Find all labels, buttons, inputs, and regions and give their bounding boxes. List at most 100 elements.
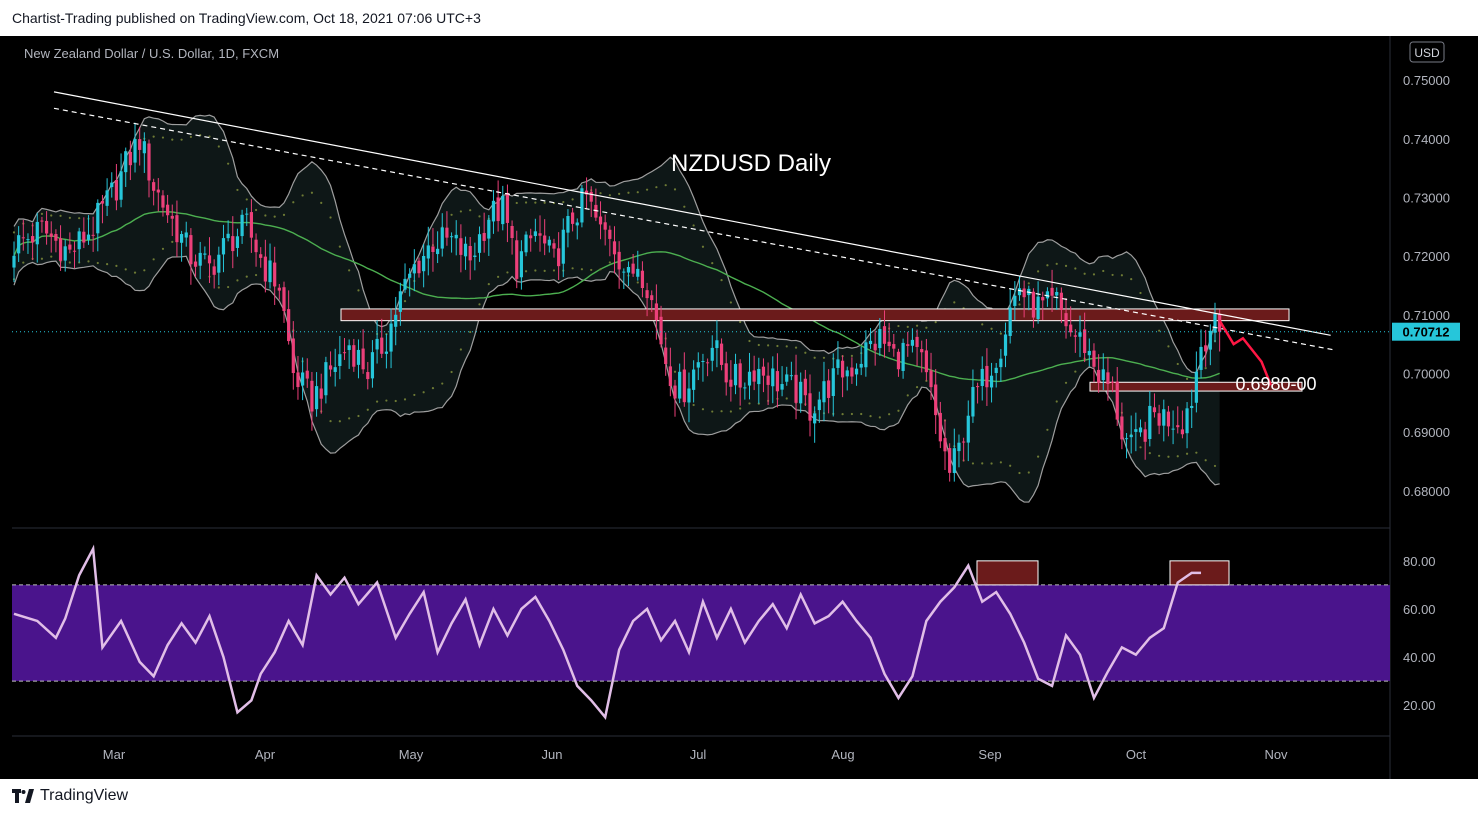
candle-body xyxy=(757,368,761,385)
lower-band xyxy=(13,255,1220,503)
envelope-dot xyxy=(78,217,81,220)
time-axis[interactable]: Mar Apr May Jun Jul Aug Sep Oct Nov xyxy=(103,747,1288,762)
candle-body xyxy=(380,337,384,354)
price-axis[interactable]: 0.75000 0.74000 0.73000 0.72000 0.71000 0.700… xyxy=(1403,73,1450,499)
envelope-dot xyxy=(645,188,649,191)
envelope-dot xyxy=(310,191,314,194)
candle-body xyxy=(110,182,114,188)
time-tick-label: Apr xyxy=(255,747,276,762)
envelope-dot xyxy=(1092,273,1096,276)
envelope-dot xyxy=(729,301,732,304)
candle-body xyxy=(878,329,882,349)
envelope-dot xyxy=(739,320,742,324)
candle-body xyxy=(910,339,915,346)
candle-body xyxy=(640,270,645,289)
candle-body xyxy=(547,239,551,246)
envelope-dot xyxy=(608,194,611,197)
envelope-dot xyxy=(403,300,407,303)
last-price-tag xyxy=(1392,322,1460,341)
envelope-dot xyxy=(245,198,248,201)
candle-body xyxy=(845,370,849,377)
candle-body xyxy=(761,366,766,376)
candle-body xyxy=(887,341,891,347)
envelope-dot xyxy=(357,414,360,418)
envelope-dot xyxy=(161,247,165,250)
candle-body xyxy=(678,371,682,399)
envelope-dot xyxy=(478,303,481,306)
candle-body xyxy=(1073,335,1077,337)
envelope-dot xyxy=(413,393,416,397)
envelope-dot xyxy=(822,356,826,359)
candle-body xyxy=(994,367,998,374)
candle-body xyxy=(831,368,835,397)
envelope-dot xyxy=(348,269,351,272)
candle-body xyxy=(864,342,868,368)
resistance-trendline-dashed xyxy=(53,107,1335,351)
candle-body xyxy=(54,234,58,241)
candle-body xyxy=(26,239,30,241)
envelope-dot xyxy=(59,214,62,217)
candle-body xyxy=(1017,288,1022,296)
envelope-dot xyxy=(739,407,742,410)
candle-body xyxy=(473,255,477,258)
candle-body xyxy=(1134,429,1138,432)
candle-body xyxy=(854,368,859,375)
rsi-axis[interactable]: 80.00 60.00 40.00 20.00 xyxy=(1403,554,1436,713)
chart-frame[interactable]: New Zealand Dollar / U.S. Dollar, 1D, FX… xyxy=(0,36,1478,779)
envelope-dot xyxy=(469,209,472,212)
candle-body xyxy=(510,225,514,238)
chart-title: NZDUSD Daily xyxy=(671,150,831,177)
envelope-dot xyxy=(543,269,546,272)
candle-body xyxy=(291,338,295,374)
candle-body xyxy=(1008,307,1012,336)
envelope-dot xyxy=(1064,264,1068,267)
candle-body xyxy=(1092,350,1096,367)
candle-body xyxy=(482,232,486,241)
envelope-dot xyxy=(860,412,863,416)
envelope-dot xyxy=(915,324,919,327)
envelope-dot xyxy=(906,325,909,328)
tradingview-logo[interactable]: TradingView xyxy=(12,787,128,805)
tradingview-brand: TradingView xyxy=(40,787,129,804)
envelope-dot xyxy=(627,191,630,194)
candle-body xyxy=(1148,405,1152,439)
candle-body xyxy=(477,234,482,253)
envelope-dot xyxy=(1111,273,1114,277)
envelope-dot xyxy=(22,261,25,264)
envelope-dot xyxy=(245,275,248,278)
candle-body xyxy=(198,252,202,266)
candle-body xyxy=(40,220,44,222)
currency-badge-frame[interactable] xyxy=(1409,41,1445,63)
candle-body xyxy=(1106,372,1110,384)
candle-body xyxy=(896,351,901,370)
candle-body xyxy=(254,239,258,253)
envelope-dot xyxy=(227,162,230,165)
envelope-dot xyxy=(1167,345,1170,348)
candle-body xyxy=(305,370,309,379)
candle-body xyxy=(906,344,910,346)
envelope-dot xyxy=(189,135,192,139)
envelope-dot xyxy=(925,379,928,383)
envelope-dot xyxy=(701,245,705,248)
envelope-dot xyxy=(720,279,723,282)
candle-body xyxy=(966,415,970,443)
envelope-dot xyxy=(571,198,574,201)
envelope-dot xyxy=(990,327,993,330)
envelope-dot xyxy=(1037,455,1040,458)
candle-body xyxy=(943,438,947,452)
candle-body xyxy=(282,287,286,312)
candle-body xyxy=(882,326,887,344)
candle-body xyxy=(436,248,440,255)
candle-body xyxy=(1115,381,1119,420)
envelope-dot xyxy=(1204,459,1207,462)
currency-badge[interactable]: USD xyxy=(1414,46,1440,60)
candle-body xyxy=(747,371,752,386)
candle-body xyxy=(1050,287,1054,296)
envelope-dot xyxy=(524,201,528,204)
envelope-dot xyxy=(217,286,220,289)
moving-average xyxy=(13,210,1220,383)
envelope-dot xyxy=(375,400,379,403)
envelope-dot xyxy=(711,410,714,413)
candle-body xyxy=(417,260,421,274)
candle-body xyxy=(468,246,472,261)
